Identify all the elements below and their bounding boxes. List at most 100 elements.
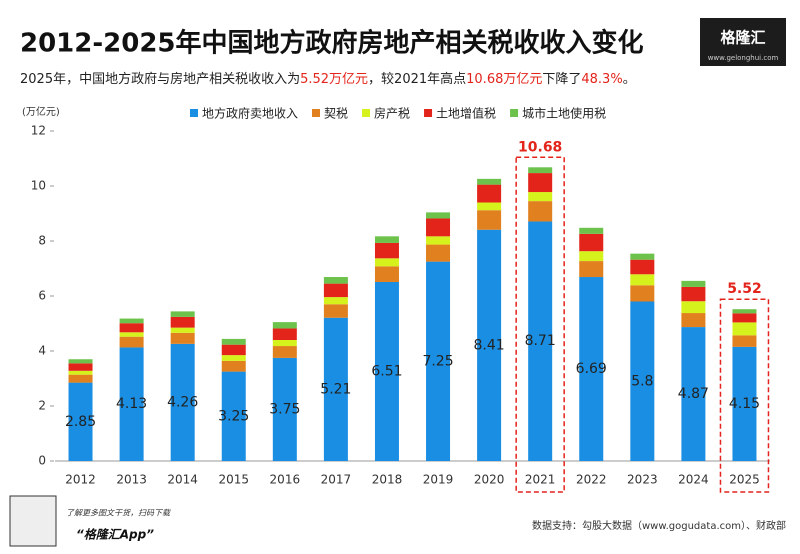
legend-swatch — [312, 109, 321, 117]
bar-segment — [170, 332, 195, 344]
qr-code — [9, 495, 57, 547]
legend-label: 房产税 — [374, 106, 410, 121]
bar-segment — [119, 323, 144, 333]
bar-segment — [426, 244, 451, 262]
logo-url: www.gelonghui.com — [708, 54, 779, 62]
bar-segment — [272, 357, 297, 461]
bar-segment — [681, 301, 706, 314]
bar-segment — [681, 313, 706, 328]
logo: 格隆汇 — [720, 29, 765, 47]
data-label: 6.51 — [371, 363, 402, 379]
bar-segment — [68, 370, 93, 375]
y-tick-label: 12 — [31, 124, 46, 138]
bar-segment — [681, 327, 706, 461]
bar-segment — [477, 178, 502, 185]
bar-segment — [221, 371, 246, 461]
bar-segment — [272, 322, 297, 329]
bar-segment — [528, 173, 553, 193]
bar-segment — [221, 338, 246, 345]
bar-segment — [374, 281, 399, 461]
y-tick-label: 2 — [38, 399, 46, 413]
qr-caption: 了解更多图文干货，扫码下载 — [66, 509, 171, 518]
bar-segment — [528, 167, 553, 174]
bar-segment — [579, 251, 604, 262]
bar-segment — [374, 266, 399, 282]
y-tick-label: 10 — [31, 179, 46, 193]
bar-segment — [477, 202, 502, 211]
bar-segment — [68, 363, 93, 371]
bar-segment — [272, 340, 297, 347]
bar-segment — [681, 280, 706, 287]
legend-swatch — [362, 109, 371, 117]
x-tick-label: 2012 — [65, 473, 96, 487]
bar-segment — [272, 346, 297, 358]
bar-segment — [579, 233, 604, 252]
data-label: 2.85 — [65, 414, 96, 430]
bar-segment — [374, 242, 399, 259]
legend-label: 地方政府卖地收入 — [202, 106, 298, 121]
x-tick-label: 2016 — [270, 473, 301, 487]
logo-box — [700, 18, 786, 66]
bar-segment — [732, 309, 757, 314]
bar-segment — [477, 229, 502, 461]
y-tick-label: 8 — [38, 234, 46, 248]
subtitle-part: 。 — [623, 72, 636, 87]
bar-segment — [528, 192, 553, 202]
bar-segment — [426, 218, 451, 237]
legend-label: 契税 — [324, 107, 348, 121]
data-label: 5.8 — [631, 373, 653, 389]
bar-segment — [579, 261, 604, 278]
y-tick-label: 4 — [38, 344, 46, 358]
highlight-box — [515, 156, 565, 493]
highlight-box — [719, 298, 770, 493]
y-axis-label: (万亿元) — [22, 105, 60, 118]
subtitle: 2025年，中国地方政府与房地产相关税收收入为5.52万亿元，较2021年高点1… — [20, 71, 636, 87]
bar-segment — [221, 355, 246, 361]
bar-segment — [221, 344, 246, 356]
x-tick-label: 2014 — [167, 473, 198, 487]
bar-segment — [630, 301, 655, 461]
bar-segment — [426, 236, 451, 245]
bar-segment — [630, 259, 655, 275]
x-tick-label: 2023 — [627, 473, 658, 487]
x-tick-label: 2015 — [218, 473, 249, 487]
subtitle-part: ，较2021年高点 — [368, 71, 466, 87]
data-label: 3.25 — [218, 408, 249, 424]
bar-segment — [732, 322, 757, 336]
bar-segment — [477, 210, 502, 230]
bar-segment — [170, 327, 195, 333]
chart-title: 2012-2025年中国地方政府房地产相关税收收入变化 — [20, 28, 644, 59]
subtitle-part: 2025年，中国地方政府与房地产相关税收收入为 — [20, 71, 300, 87]
y-tick-label: 0 — [38, 454, 46, 468]
y-tick-label: 6 — [38, 289, 46, 303]
bar-segment — [119, 347, 144, 461]
bar-segment — [323, 283, 348, 298]
annotation: 5.52 — [727, 281, 762, 297]
bar-segment — [630, 253, 655, 260]
bar-segment — [170, 343, 195, 461]
bar-segment — [732, 313, 757, 323]
bar-segment — [272, 328, 297, 340]
x-tick-label: 2018 — [372, 473, 403, 487]
bar-segment — [374, 236, 399, 243]
x-tick-label: 2020 — [474, 473, 505, 487]
bar-segment — [528, 201, 553, 222]
annotation: 10.68 — [518, 139, 562, 155]
data-label: 4.13 — [116, 396, 147, 412]
bar-segment — [579, 277, 604, 461]
legend-swatch — [424, 109, 433, 117]
bar-segment — [579, 227, 604, 234]
bar-segment — [119, 332, 144, 337]
bar-segment — [681, 286, 706, 302]
x-tick-label: 2013 — [116, 473, 147, 487]
x-tick-label: 2017 — [321, 473, 352, 487]
x-tick-label: 2024 — [678, 473, 709, 487]
x-tick-label: 2021 — [525, 473, 556, 487]
bar-segment — [732, 335, 757, 347]
bar-segment — [630, 274, 655, 286]
bar-segment — [119, 318, 144, 324]
bar-segment — [170, 316, 195, 328]
bar-segment — [170, 311, 195, 317]
